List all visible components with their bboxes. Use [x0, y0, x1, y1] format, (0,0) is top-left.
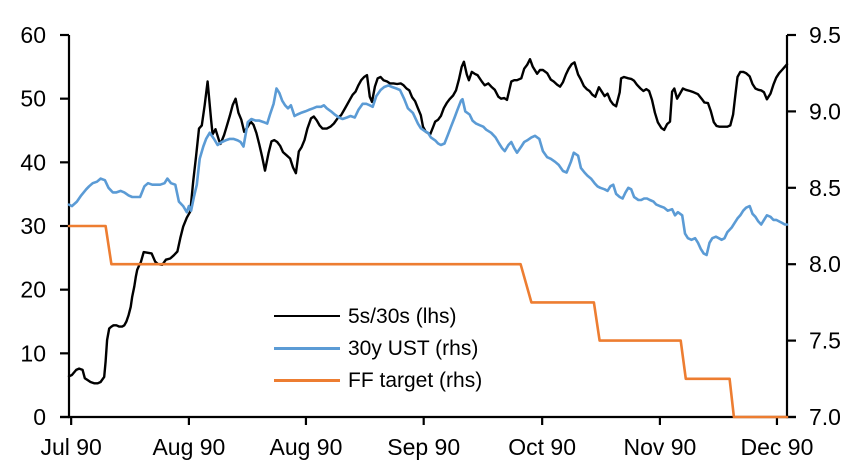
chart-legend: 5s/30s (lhs) 30y UST (rhs) FF target (rh… — [274, 300, 482, 396]
legend-label-ff-target: FF target (rhs) — [348, 368, 483, 392]
legend-swatch-30y-ust — [274, 346, 340, 350]
left-axis-tick-label: 0 — [33, 404, 46, 430]
series-line-30y-ust-rhs — [67, 84, 789, 257]
right-axis-tick-label: 9.0 — [809, 98, 841, 124]
left-axis-tick-label: 60 — [20, 22, 46, 48]
legend-swatch-ff-target — [274, 378, 340, 382]
x-axis-tick-label: Sep 90 — [387, 434, 460, 460]
left-axis-tick-label: 40 — [20, 149, 46, 175]
legend-label-30y-ust: 30y UST (rhs) — [348, 336, 479, 360]
legend-swatch-5s30s — [274, 314, 340, 318]
left-axis-tick-label: 30 — [20, 213, 46, 239]
legend-item-5s30s: 5s/30s (lhs) — [274, 300, 482, 332]
right-axis-tick-label: 9.5 — [809, 22, 841, 48]
x-axis-tick-label: Aug 90 — [269, 434, 342, 460]
x-axis-tick-label: Oct 90 — [508, 434, 576, 460]
x-axis-tick-label: Dec 90 — [741, 434, 814, 460]
left-axis-tick-label: 50 — [20, 86, 46, 112]
x-axis-tick-label: Jul 90 — [40, 434, 101, 460]
x-axis-tick-label: Nov 90 — [623, 434, 696, 460]
right-axis-tick-label: 7.0 — [809, 404, 841, 430]
left-axis-tick-label: 20 — [20, 277, 46, 303]
series-line-5s-30s-lhs — [67, 58, 789, 385]
right-axis-tick-label: 7.5 — [809, 328, 841, 354]
left-axis-tick-label: 10 — [20, 340, 46, 366]
x-axis-tick-label: Aug 90 — [152, 434, 225, 460]
legend-label-5s30s: 5s/30s (lhs) — [348, 304, 457, 328]
legend-item-ff-target: FF target (rhs) — [274, 364, 482, 396]
legend-item-30y-ust: 30y UST (rhs) — [274, 332, 482, 364]
series-line-ff-target-rhs — [67, 224, 789, 419]
right-axis-tick-label: 8.5 — [809, 175, 841, 201]
right-axis-tick-label: 8.0 — [809, 251, 841, 277]
